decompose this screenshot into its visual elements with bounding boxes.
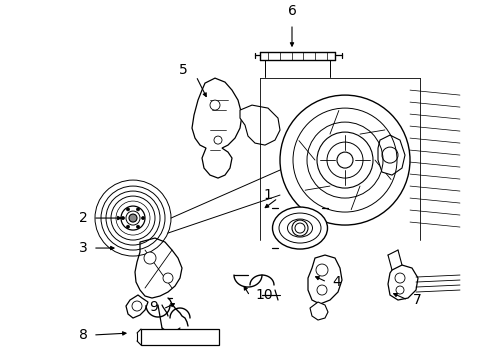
Polygon shape (310, 302, 328, 320)
Circle shape (210, 100, 220, 110)
Text: 2: 2 (79, 211, 88, 225)
Text: 8: 8 (79, 328, 88, 342)
Text: 6: 6 (288, 4, 296, 18)
Circle shape (144, 252, 156, 264)
Circle shape (214, 136, 222, 144)
Circle shape (137, 208, 140, 211)
Circle shape (126, 208, 129, 211)
Text: 1: 1 (263, 188, 272, 202)
Circle shape (121, 206, 145, 230)
Circle shape (163, 273, 173, 283)
Circle shape (126, 225, 129, 228)
Circle shape (292, 220, 308, 236)
Polygon shape (308, 255, 342, 304)
Polygon shape (192, 78, 242, 178)
Circle shape (122, 217, 124, 220)
Text: 10: 10 (255, 288, 272, 302)
Polygon shape (240, 105, 280, 145)
Bar (141, 329, 219, 345)
Text: 9: 9 (149, 300, 158, 314)
Circle shape (142, 217, 145, 220)
Text: 3: 3 (79, 241, 88, 255)
Polygon shape (126, 295, 148, 318)
Circle shape (129, 214, 137, 222)
Text: 4: 4 (332, 275, 341, 289)
Polygon shape (388, 265, 418, 300)
Polygon shape (135, 238, 182, 298)
Text: 5: 5 (179, 63, 188, 77)
Ellipse shape (272, 207, 327, 249)
Circle shape (137, 225, 140, 228)
Polygon shape (378, 135, 405, 175)
Text: 7: 7 (413, 293, 422, 307)
